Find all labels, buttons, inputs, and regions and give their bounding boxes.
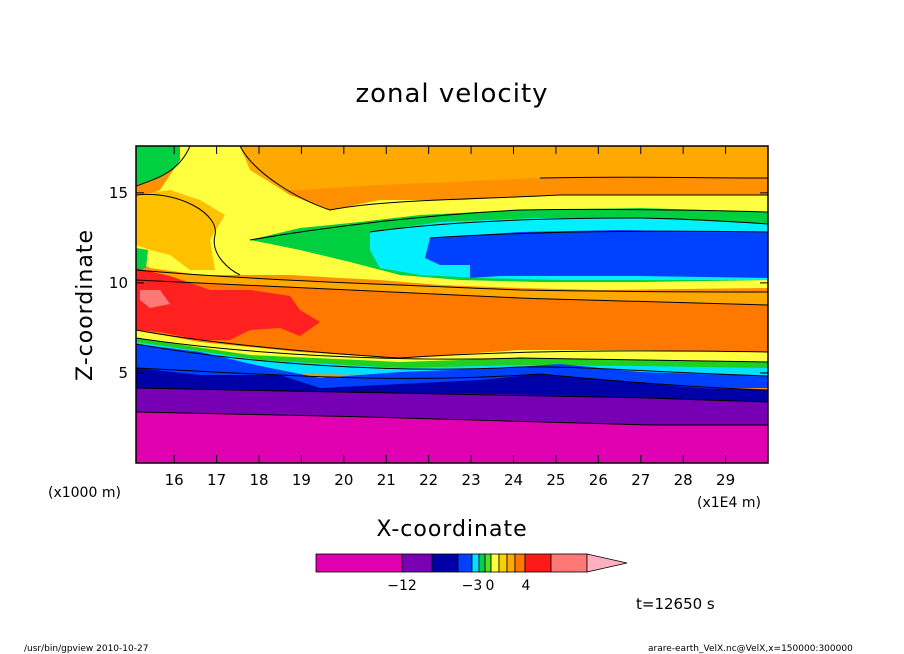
x-tick-label: 24 — [504, 471, 523, 489]
x-tick-label: 23 — [462, 471, 481, 489]
plot-frame — [135, 145, 769, 464]
contour-band-pink — [140, 290, 170, 308]
chart-title: zonal velocity — [355, 79, 548, 109]
contour-band-green-top-left — [136, 146, 190, 185]
x-tick-label: 27 — [631, 471, 650, 489]
colorbar-tick-label: −3 — [462, 578, 483, 594]
colorbar — [315, 553, 628, 573]
colorbar-tick-labels: −12 −3 0 4 — [387, 578, 530, 594]
footer-left: /usr/bin/gpview 2010-10-27 — [24, 644, 148, 654]
contour-band-magenta — [136, 412, 768, 463]
colorbar-segment — [401, 553, 433, 573]
x-tick-label: 28 — [674, 471, 693, 489]
colorbar-tick-label: 4 — [522, 578, 531, 594]
contour-band-green-left-small — [136, 248, 148, 270]
colorbar-segment — [524, 553, 552, 573]
colorbar-segment — [490, 553, 500, 573]
colorbar-segment — [315, 553, 403, 573]
colorbar-arrow — [586, 553, 628, 573]
x-tick-label: 29 — [716, 471, 735, 489]
contour-band-orange-upper — [136, 146, 768, 190]
x-unit-left: (x1000 m) — [48, 485, 121, 501]
colorbar-segment — [514, 553, 526, 573]
colorbar-segment — [457, 553, 473, 573]
x-tick-label: 21 — [377, 471, 396, 489]
y-tick-label: 10 — [109, 274, 128, 292]
contour-band-blue — [425, 230, 768, 278]
x-tick-label: 16 — [165, 471, 184, 489]
colorbar-segment — [478, 553, 486, 573]
x-unit-right: (x1E4 m) — [697, 495, 761, 511]
colorbar-segment — [471, 553, 480, 573]
colorbar-tick-label: −12 — [387, 578, 417, 594]
x-tick-label: 19 — [292, 471, 311, 489]
colorbar-segment — [550, 553, 588, 573]
contour-band-orange-main — [136, 280, 768, 365]
colorbar-segment — [498, 553, 508, 573]
contour-band-orange-left-blob — [136, 190, 225, 270]
y-tick-label: 5 — [118, 364, 128, 382]
plot-area — [136, 146, 768, 463]
colorbar-segment — [484, 553, 492, 573]
x-tick-label: 20 — [334, 471, 353, 489]
x-tick-label: 25 — [546, 471, 565, 489]
footer-right: arare-earth_VelX.nc@VelX,x=150000:300000 — [648, 644, 853, 654]
x-tick-label: 17 — [207, 471, 226, 489]
colorbar-tick-label: 0 — [486, 578, 495, 594]
y-axis-ticks: 5 10 15 — [109, 184, 768, 382]
colorbar-segment — [431, 553, 459, 573]
x-axis-label: X-coordinate — [376, 517, 527, 542]
x-tick-label: 18 — [249, 471, 268, 489]
contour-band-red — [136, 268, 320, 340]
x-tick-label: 22 — [419, 471, 438, 489]
x-tick-label: 26 — [589, 471, 608, 489]
y-tick-label: 15 — [109, 184, 128, 202]
y-axis-label: Z-coordinate — [73, 229, 98, 381]
time-label: t=12650 s — [636, 595, 715, 613]
x-axis-ticks: 16 17 18 19 20 21 22 23 24 25 26 27 28 29 — [165, 146, 735, 489]
contour-lines — [136, 146, 768, 426]
colorbar-segment — [506, 553, 516, 573]
